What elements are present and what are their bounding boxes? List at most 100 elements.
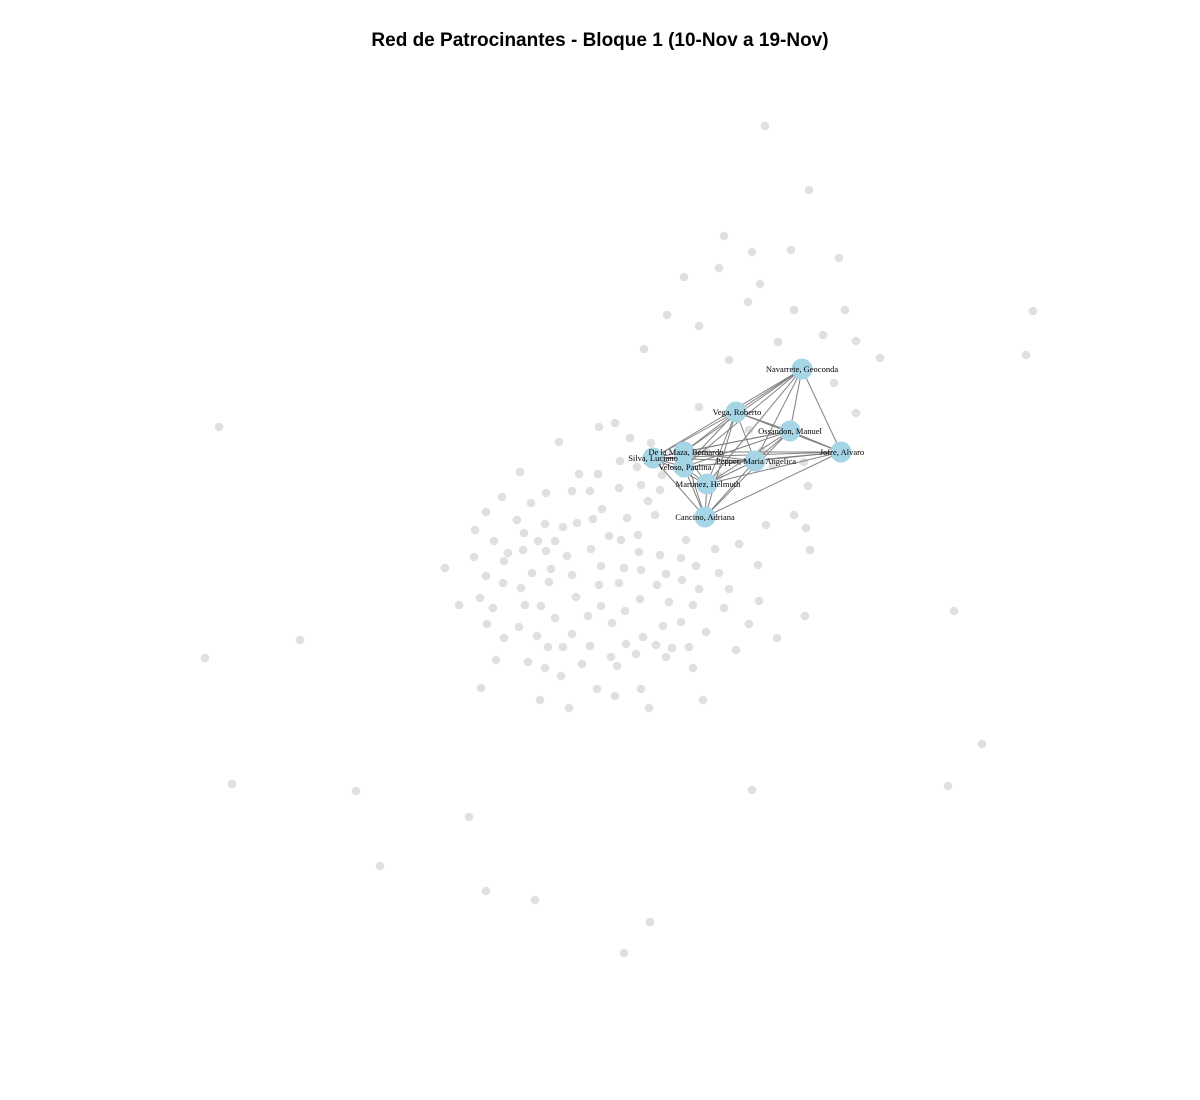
inactive-node	[541, 546, 551, 556]
inactive-nodes-layer	[200, 121, 1038, 958]
inactive-node	[527, 568, 537, 578]
inactive-node	[514, 622, 524, 632]
inactive-node	[747, 247, 757, 257]
node-label-martinez: Martinez, Helmuth	[676, 479, 741, 489]
inactive-node	[655, 550, 665, 560]
inactive-node	[558, 642, 568, 652]
inactive-node	[667, 643, 677, 653]
node-martinez	[696, 473, 718, 495]
node-label-delamaza: De la Maza, Bernardo	[648, 447, 723, 457]
inactive-node	[631, 649, 641, 659]
inactive-node	[646, 438, 656, 448]
inactive-node	[638, 632, 648, 642]
edge-navarrete-pepper	[754, 368, 803, 462]
inactive-node	[567, 486, 577, 496]
inactive-node	[564, 703, 574, 713]
inactive-node	[619, 563, 629, 573]
inactive-node	[577, 659, 587, 669]
inactive-node	[803, 481, 813, 491]
inactive-node	[571, 592, 581, 602]
inactive-node	[512, 515, 522, 525]
inactive-node	[943, 781, 953, 791]
inactive-node	[554, 437, 564, 447]
node-ossandon	[779, 420, 801, 442]
inactive-node	[530, 895, 540, 905]
inactive-node	[562, 551, 572, 561]
inactive-node	[714, 263, 724, 273]
inactive-node	[688, 663, 698, 673]
inactive-node	[644, 703, 654, 713]
edge-pepper-jofre	[754, 451, 842, 462]
inactive-node	[643, 496, 653, 506]
inactive-node	[632, 462, 642, 472]
edges-layer	[652, 368, 842, 518]
inactive-node	[593, 469, 603, 479]
inactive-node	[596, 561, 606, 571]
edge-vega-cancino	[704, 411, 737, 518]
inactive-node	[662, 310, 672, 320]
inactive-node	[532, 631, 542, 641]
inactive-node	[594, 422, 604, 432]
inactive-node	[597, 504, 607, 514]
inactive-node	[694, 402, 704, 412]
inactive-node	[875, 353, 885, 363]
inactive-node	[620, 606, 630, 616]
inactive-node	[515, 467, 525, 477]
inactive-node	[588, 514, 598, 524]
inactive-node	[679, 272, 689, 282]
inactive-node	[747, 785, 757, 795]
inactive-node	[454, 600, 464, 610]
inactive-node	[619, 948, 629, 958]
inactive-node	[635, 594, 645, 604]
inactive-node	[585, 641, 595, 651]
inactive-node	[734, 539, 744, 549]
inactive-node	[1021, 350, 1031, 360]
inactive-node	[481, 886, 491, 896]
inactive-node	[760, 121, 770, 131]
inactive-node	[661, 569, 671, 579]
inactive-node	[498, 578, 508, 588]
inactive-node	[469, 552, 479, 562]
inactive-node	[214, 422, 224, 432]
inactive-node	[596, 601, 606, 611]
inactive-node	[440, 563, 450, 573]
inactive-node	[636, 684, 646, 694]
inactive-node	[652, 580, 662, 590]
inactive-node	[574, 469, 584, 479]
inactive-node	[676, 617, 686, 627]
inactive-node	[744, 425, 754, 435]
inactive-node	[516, 583, 526, 593]
inactive-node	[676, 553, 686, 563]
edge-navarrete-martinez	[706, 368, 803, 485]
inactive-node	[773, 337, 783, 347]
edge-silva-pepper	[652, 457, 756, 462]
inactive-node	[481, 571, 491, 581]
inactive-node	[536, 601, 546, 611]
inactive-node	[543, 642, 553, 652]
inactive-node	[520, 600, 530, 610]
inactive-node	[677, 575, 687, 585]
inactive-node	[482, 619, 492, 629]
inactive-node	[658, 621, 668, 631]
edge-pepper-cancino	[704, 460, 756, 518]
inactive-node	[489, 536, 499, 546]
inactive-node	[533, 536, 543, 546]
edge-vega-martinez	[706, 411, 737, 485]
inactive-node	[491, 655, 501, 665]
node-label-ossandon: Ossandon, Manuel	[758, 426, 822, 436]
active-nodes-layer	[642, 358, 852, 528]
inactive-node	[688, 600, 698, 610]
inactive-node	[657, 470, 667, 480]
inactive-node	[744, 619, 754, 629]
inactive-node	[684, 642, 694, 652]
inactive-node	[754, 596, 764, 606]
inactive-node	[710, 544, 720, 554]
inactive-node	[519, 528, 529, 538]
inactive-node	[612, 661, 622, 671]
inactive-node	[694, 584, 704, 594]
inactive-node	[503, 548, 513, 558]
inactive-node	[650, 510, 660, 520]
inactive-node	[594, 580, 604, 590]
inactive-node	[295, 635, 305, 645]
inactive-node	[610, 691, 620, 701]
